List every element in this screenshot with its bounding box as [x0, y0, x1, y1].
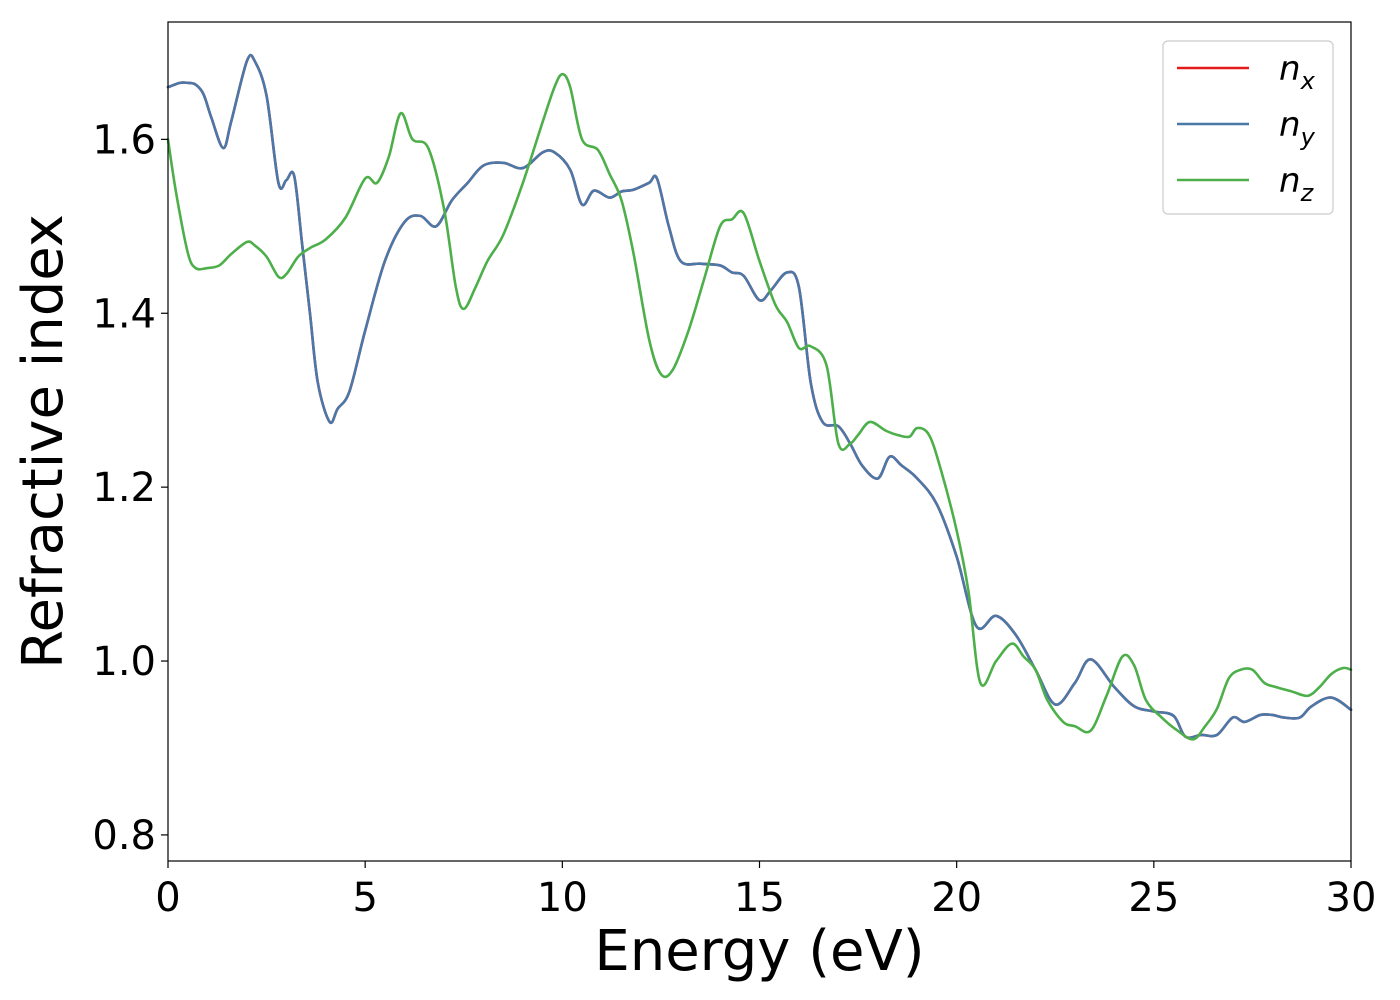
legend-label-subscript: x	[1300, 67, 1316, 95]
legend-label-main: n	[1279, 161, 1301, 201]
x-tick-label: 0	[155, 875, 180, 921]
y-tick-label: 1.0	[92, 639, 156, 685]
x-axis-title: Energy (eV)	[594, 919, 924, 984]
y-tick-label: 1.6	[92, 117, 156, 163]
legend-box	[1162, 40, 1334, 215]
series-layer	[166, 53, 1353, 741]
legend-label-subscript: z	[1300, 179, 1315, 207]
y-axis: 0.8 1.0 1.2 1.4 1.6	[92, 117, 168, 859]
x-tick-label: 20	[931, 875, 982, 921]
x-tick-label: 10	[537, 875, 588, 921]
y-tick-label: 1.2	[92, 465, 156, 511]
y-tick-label: 1.4	[92, 291, 156, 337]
y-tick-label: 0.8	[92, 813, 156, 859]
legend-label-subscript: y	[1300, 123, 1316, 151]
x-tick-label: 25	[1128, 875, 1179, 921]
series-line-n-y	[166, 53, 1353, 740]
x-tick-label: 5	[352, 875, 377, 921]
y-axis-title: Refractive index	[11, 214, 76, 669]
x-tick-label: 30	[1326, 875, 1377, 921]
legend-label-n-x: nx	[1279, 49, 1316, 95]
x-axis: 0 5 10 15 20 25 30	[155, 861, 1376, 921]
legend-label-n-z: nz	[1279, 161, 1315, 207]
x-tick-label: 15	[734, 875, 785, 921]
legend-label-n-y: ny	[1279, 105, 1316, 151]
series-line-n-z	[166, 72, 1353, 741]
legend-label-main: n	[1279, 49, 1301, 89]
legend-label-main: n	[1279, 105, 1301, 145]
